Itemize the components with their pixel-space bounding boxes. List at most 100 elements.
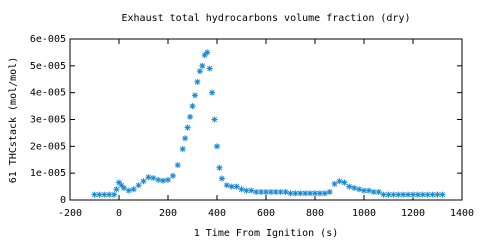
- data-point: [351, 184, 358, 191]
- data-point: [267, 188, 274, 195]
- data-point: [187, 113, 194, 120]
- y-tick-label: 2e-005: [30, 141, 66, 152]
- y-tick-label: 0: [60, 195, 66, 206]
- data-point: [272, 188, 279, 195]
- data-point: [346, 183, 353, 190]
- data-point: [150, 174, 157, 181]
- data-point: [307, 190, 314, 197]
- data-point: [395, 191, 402, 198]
- data-point: [439, 191, 446, 198]
- x-tick-label: 200: [159, 208, 177, 219]
- data-point: [419, 191, 426, 198]
- data-point: [302, 190, 309, 197]
- x-tick-label: 800: [306, 208, 324, 219]
- x-tick-label: 1200: [401, 208, 425, 219]
- y-tick-label: 5e-005: [30, 61, 66, 72]
- data-point: [326, 188, 333, 195]
- data-point: [174, 162, 181, 169]
- data-point: [238, 186, 245, 193]
- x-tick-label: 600: [257, 208, 275, 219]
- data-point: [169, 172, 176, 179]
- data-point: [165, 176, 171, 183]
- data-point: [321, 190, 328, 197]
- x-tick-label: 1000: [352, 208, 376, 219]
- data-point: [375, 188, 382, 195]
- data-point: [223, 182, 230, 189]
- x-tick-label: 0: [116, 208, 122, 219]
- data-point: [316, 190, 323, 197]
- data-point: [211, 116, 218, 123]
- x-tick-label: 1400: [450, 208, 474, 219]
- data-point: [233, 183, 240, 190]
- y-tick-label: 6e-005: [30, 34, 66, 45]
- y-tick-label: 4e-005: [30, 88, 66, 99]
- chart-title: Exhaust total hydrocarbons volume fracti…: [122, 13, 411, 24]
- data-point: [424, 191, 431, 198]
- data-point: [214, 143, 220, 150]
- y-axis-label: 61 THCstack (mol/mol): [8, 57, 19, 183]
- data-point: [145, 174, 152, 181]
- data-point: [331, 180, 338, 187]
- data-point: [194, 78, 201, 85]
- data-point: [206, 65, 213, 72]
- data-point: [155, 176, 162, 183]
- x-tick-label: 400: [208, 208, 226, 219]
- data-point: [292, 190, 299, 197]
- data-point: [140, 178, 147, 185]
- data-point: [204, 49, 211, 56]
- data-point: [184, 124, 191, 131]
- data-point: [160, 177, 167, 184]
- data-point: [380, 191, 387, 198]
- data-point: [282, 188, 289, 195]
- data-point: [253, 188, 260, 195]
- data-point: [125, 187, 132, 194]
- data-point: [218, 175, 225, 182]
- y-tick-label: 1e-005: [30, 168, 66, 179]
- data-point: [179, 146, 186, 153]
- data-point: [297, 190, 304, 197]
- data-point: [361, 187, 367, 194]
- data-point: [111, 191, 118, 198]
- x-tick-label: -200: [58, 208, 82, 219]
- data-point: [312, 190, 318, 197]
- data-point: [101, 191, 108, 198]
- data-point: [196, 68, 203, 75]
- data-point: [91, 191, 98, 198]
- data-point: [287, 190, 294, 197]
- data-point: [356, 186, 363, 193]
- data-point: [248, 187, 255, 194]
- data-point: [113, 186, 120, 193]
- data-point: [258, 188, 265, 195]
- data-point: [118, 182, 125, 189]
- data-point: [277, 188, 284, 195]
- data-point: [434, 191, 441, 198]
- data-point: [135, 182, 142, 189]
- x-axis-label: 1 Time From Ignition (s): [194, 228, 339, 239]
- data-point: [106, 191, 113, 198]
- data-point: [96, 191, 103, 198]
- data-point: [130, 186, 137, 193]
- data-point: [405, 191, 412, 198]
- data-point: [243, 187, 250, 194]
- data-point: [400, 191, 407, 198]
- data-point: [228, 183, 235, 190]
- data-point: [365, 187, 372, 194]
- data-point: [120, 184, 127, 191]
- y-tick-label: 3e-005: [30, 115, 66, 126]
- data-point: [370, 188, 377, 195]
- plot-frame: [69, 38, 463, 201]
- data-point: [199, 62, 206, 69]
- data-point: [429, 191, 436, 198]
- data-point: [385, 191, 392, 198]
- data-point: [414, 191, 421, 198]
- data-point: [182, 135, 189, 142]
- data-point: [201, 52, 208, 59]
- data-point: [390, 191, 397, 198]
- data-point: [191, 92, 198, 99]
- data-point: [216, 164, 223, 171]
- data-point: [116, 179, 122, 186]
- data-point: [336, 178, 343, 185]
- data-point: [410, 191, 416, 198]
- data-point: [263, 188, 269, 195]
